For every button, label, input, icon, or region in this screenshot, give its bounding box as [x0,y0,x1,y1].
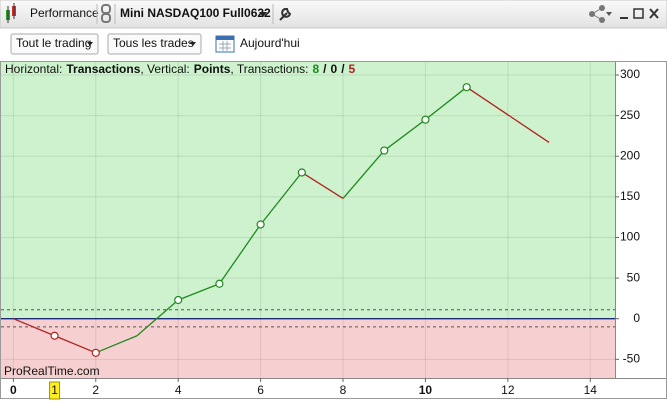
equity-segment [218,224,262,285]
y-tick-label: 300 [620,67,640,81]
neutral-count: 0 [331,62,338,76]
equity-segment [136,299,179,337]
equity-segment [13,318,55,337]
date-button[interactable]: Aujourd'hui [240,36,300,50]
info-text: Horizontal: [5,62,62,76]
dropdown-arrow [190,42,196,46]
settings-icon[interactable] [279,8,292,21]
y-tick-label: 100 [620,230,640,244]
winning-count: 8 [312,62,319,76]
trades-label: Tous les trades [113,36,194,50]
info-text: / [323,62,327,76]
cursor-marker [49,381,61,400]
profit-zone [1,62,615,319]
x-tick-label: 2 [92,383,99,397]
trade-point [380,146,389,155]
instrument-select[interactable]: Mini NASDAQ100 Full0622 [120,6,271,20]
trade-point [297,168,306,177]
trade-point [91,348,100,357]
chart-info: Horizontal: Transactions, Vertical: Points… [5,62,356,76]
trade-point [421,115,430,124]
title-bar [0,0,667,29]
x-tick-label: 8 [340,383,347,397]
trade-point [256,220,265,229]
scope-label: Tout le trading [16,36,91,50]
trade-point [174,295,183,305]
x-tick-label: 0 [10,383,17,397]
info-text: Points [194,62,231,76]
info-text: , Vertical: [140,62,189,76]
equity-segment [425,86,468,121]
x-tick-label: 6 [257,383,264,397]
trades-dropdown[interactable] [107,33,202,55]
y-tick-label: 0 [633,311,640,325]
trade-point [215,279,224,288]
link-icon[interactable] [101,4,111,23]
trade-point [462,83,471,92]
equity-segment [342,150,385,199]
equity-segment [95,335,138,354]
equity-segment [466,86,550,143]
info-text: , Transactions: [230,62,308,76]
equity-segment [177,283,220,301]
trade-point [50,331,59,340]
close-button[interactable] [649,8,659,19]
y-tick-label: 200 [620,148,640,162]
equity-segment [54,335,97,354]
scope-dropdown[interactable] [10,33,99,55]
y-tick-label: 250 [620,108,640,122]
y-tick-label: 50 [627,270,641,284]
y-axis-panel [615,62,666,378]
x-tick-label: 14 [584,383,598,397]
x-tick-label: 12 [501,383,515,397]
equity-segment [383,119,426,152]
dropdown-arrow [87,42,93,46]
chart-icon [6,3,16,23]
dropdown-arrow[interactable] [606,12,612,16]
info-text: / [341,62,345,76]
dropdown-arrow[interactable] [259,12,267,17]
loss-zone [1,318,615,378]
equity-segment [301,171,344,200]
watermark: ProRealTime.com [4,364,100,378]
y-tick-label: -50 [623,351,641,365]
y-tick-label: 150 [620,189,640,203]
calendar-icon[interactable] [215,35,235,53]
maximize-button[interactable] [633,8,644,19]
equity-segment [260,172,303,225]
share-icon[interactable] [589,5,605,23]
cursor-label: 1 [51,383,58,397]
info-text: Transactions [66,62,140,76]
x-tick-label: 4 [175,383,182,397]
x-tick-label: 10 [419,383,433,397]
losing-count: 5 [349,62,356,76]
panel-title: Performance [30,6,99,20]
